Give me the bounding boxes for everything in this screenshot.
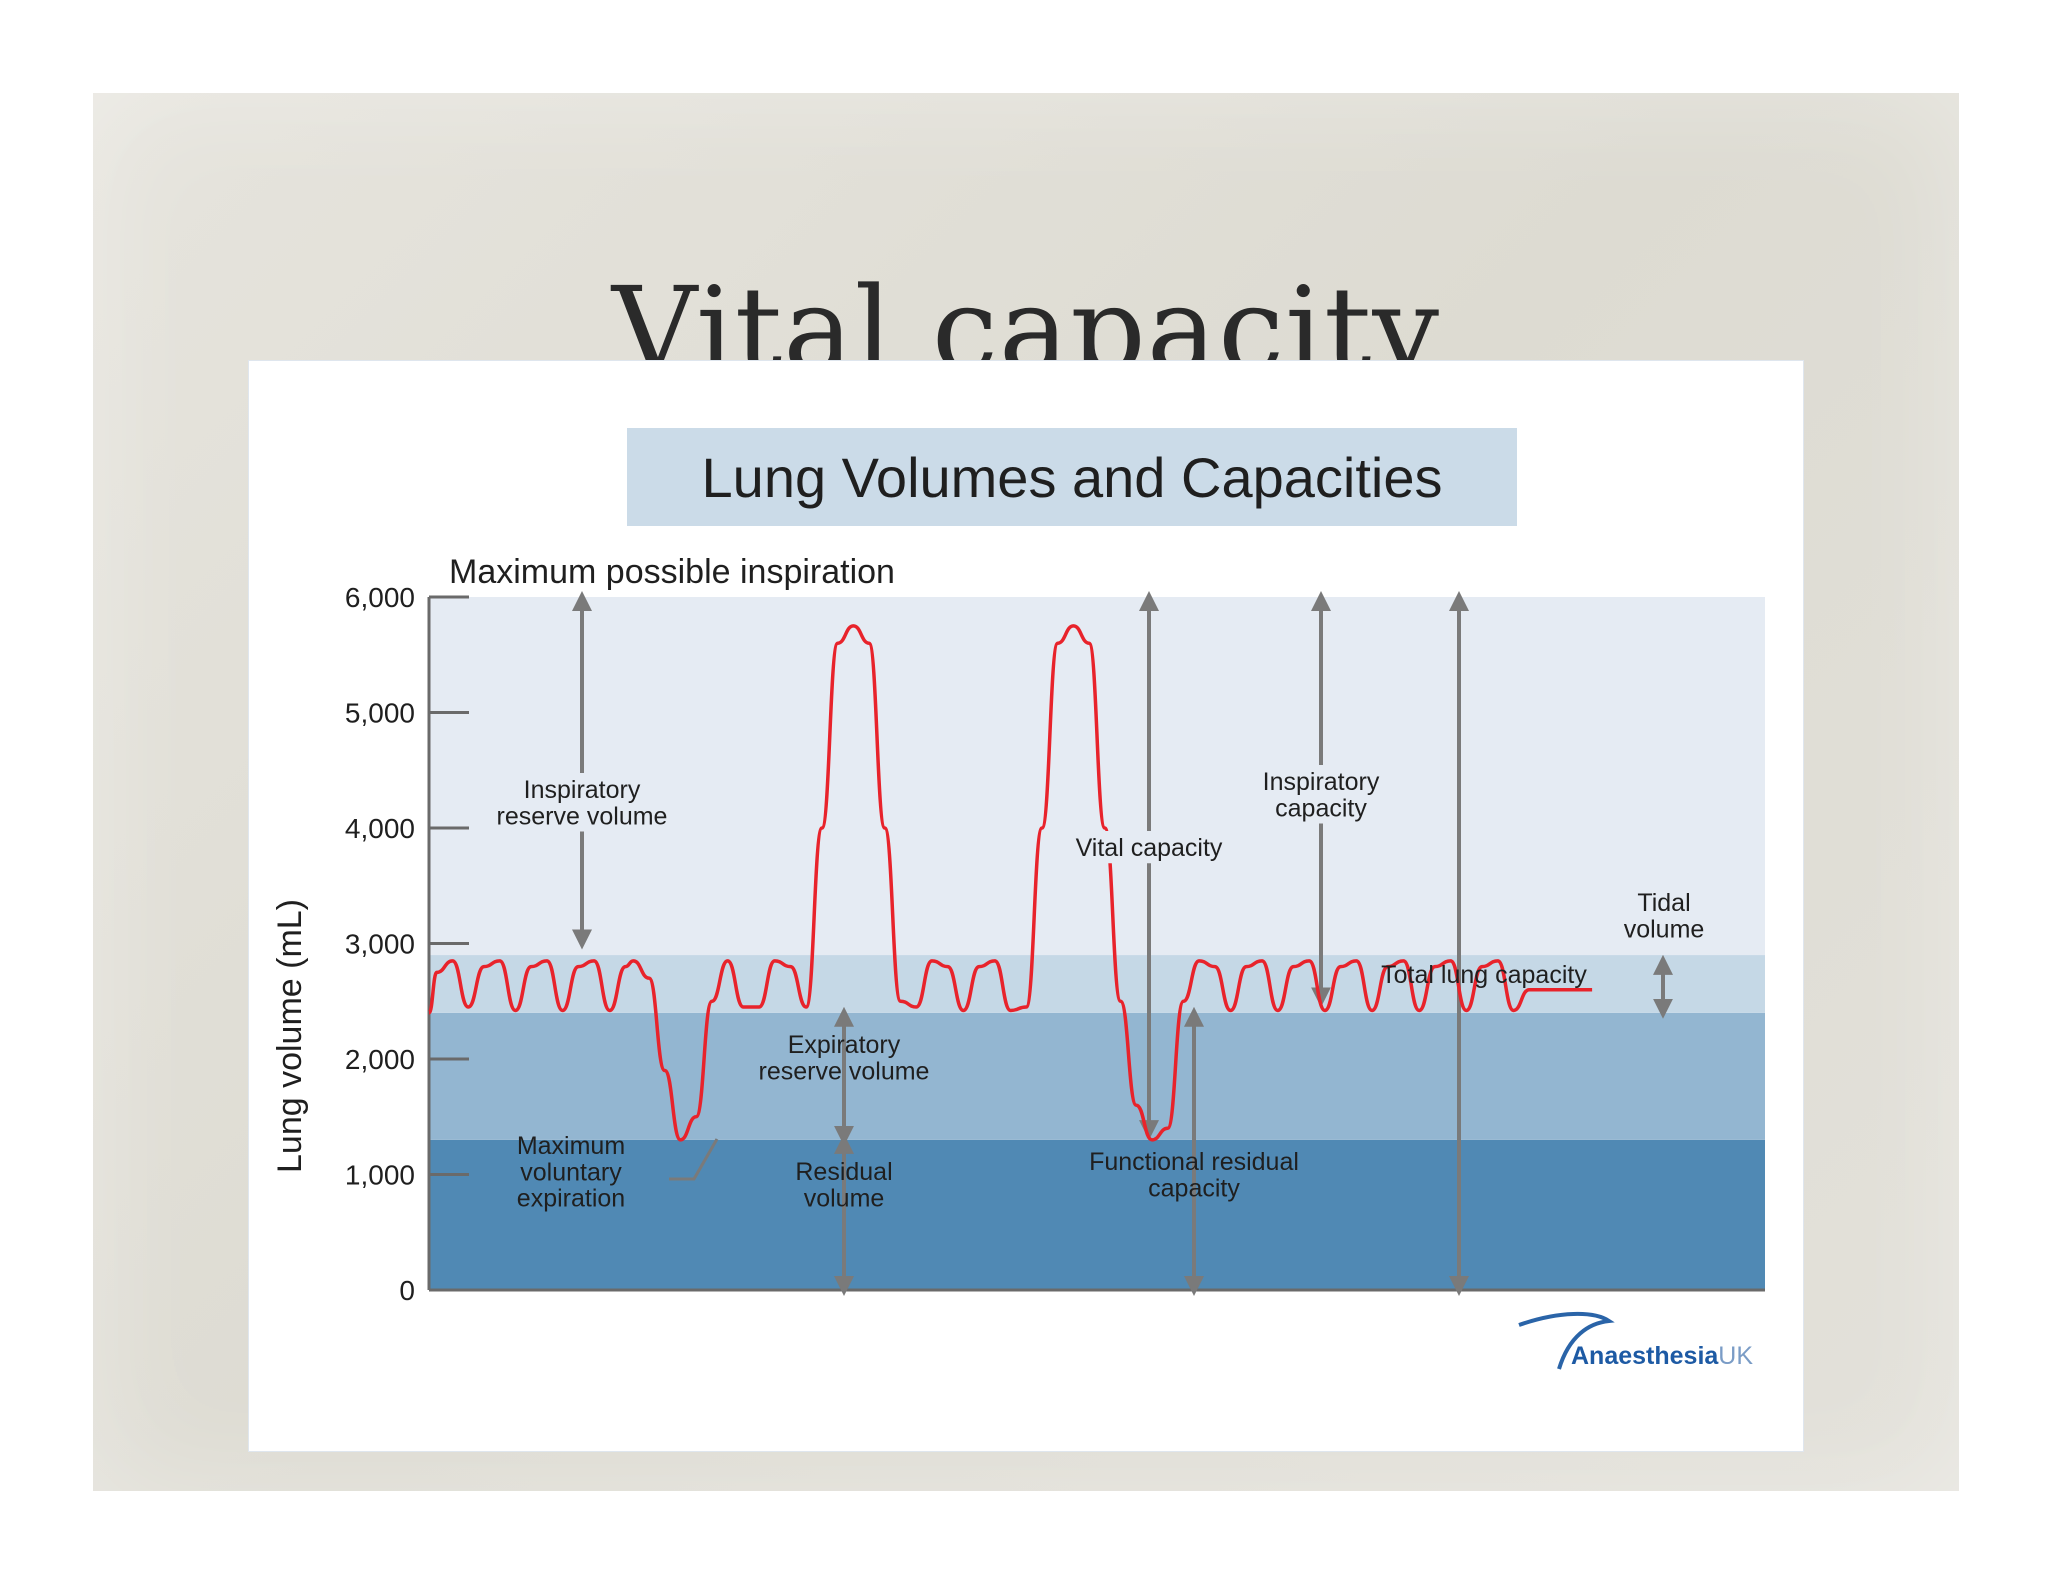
annotation-line: capacity [1148,1174,1240,1202]
annotation-line: Residual [795,1158,892,1186]
annotation-line: volume [1624,915,1705,943]
annotation-line: Maximum possible inspiration [449,553,895,591]
annotation-label-bg [1052,831,1246,864]
mve-leader-line [669,1138,719,1181]
annotation-line: Total lung capacity [1381,961,1587,989]
annotation-tlc: Total lung capacity [1381,961,1587,989]
y-tick-label: 1,000 [345,1160,415,1191]
annotation-line: reserve volume [497,802,668,830]
volume-band [429,1139,1765,1290]
annotation-frc: Functional residual capacity [1089,1148,1299,1202]
y-tick-label: 5,000 [345,698,415,729]
y-tick-label: 6,000 [345,582,415,613]
y-tick-label: 4,000 [345,813,415,844]
chart-title-box [627,428,1517,526]
annotation-line: expiration [517,1185,625,1213]
volume-bands [429,597,1765,1290]
annotation-max-insp: Maximum possible inspiration [449,553,895,591]
y-tick-label: 0 [399,1275,415,1306]
annotation-tv: Tidal volume [1624,889,1705,943]
anaesthesia-uk-logo: AnaesthesiaUK [1518,1312,1753,1370]
annotation-label-bg [485,773,679,832]
volume-band [429,1012,1765,1140]
annotation-erv: Expiratory reserve volume [759,1031,930,1085]
annotation-line: Maximum [517,1132,625,1160]
annotation-line: reserve volume [759,1057,930,1085]
annotation-ic: Inspiratory capacity [1263,768,1380,822]
y-tick-label: 2,000 [345,1044,415,1075]
chart-title: Lung Volumes and Capacities [702,446,1443,509]
annotation-irv: Inspiratory reserve volume [497,776,668,830]
y-axis-label: Lung volume (mL) [271,899,309,1173]
annotation-line: volume [804,1184,885,1212]
annotation-arrows [572,591,1673,1296]
logo-text-bold: Anaesthesia [1571,1342,1719,1370]
lung-volume-trace [427,624,1593,1142]
annotation-vc: Vital capacity [1076,834,1223,862]
annotation-line: capacity [1275,794,1367,822]
annotation-line: voluntary [520,1158,622,1186]
annotation-line: Expiratory [788,1031,901,1059]
annotation-line: Tidal [1637,889,1690,917]
annotation-line: Inspiratory [1263,768,1380,796]
logo-swoosh-icon [1518,1312,1615,1370]
annotation-mve: Maximum voluntary expiration [517,1132,625,1213]
logo-text-light: UK [1718,1342,1753,1370]
chart-image-panel: Lung Volumes and Capacities 6,000 5,000 4,… [248,360,1804,1452]
annotation-label-bg [1243,765,1399,824]
annotation-rv: Residual volume [795,1158,892,1212]
annotation-line: Functional residual [1089,1148,1299,1176]
y-axis: 6,000 5,000 4,000 3,000 2,000 1,000 0 [345,582,1765,1306]
svg-text:AnaesthesiaUK: AnaesthesiaUK [1571,1342,1753,1370]
y-tick-label: 3,000 [345,929,415,960]
annotation-line: Vital capacity [1076,834,1223,862]
lung-volumes-chart: Lung Volumes and Capacities 6,000 5,000 4,… [271,428,1765,1370]
annotation-line: Inspiratory [524,776,641,804]
